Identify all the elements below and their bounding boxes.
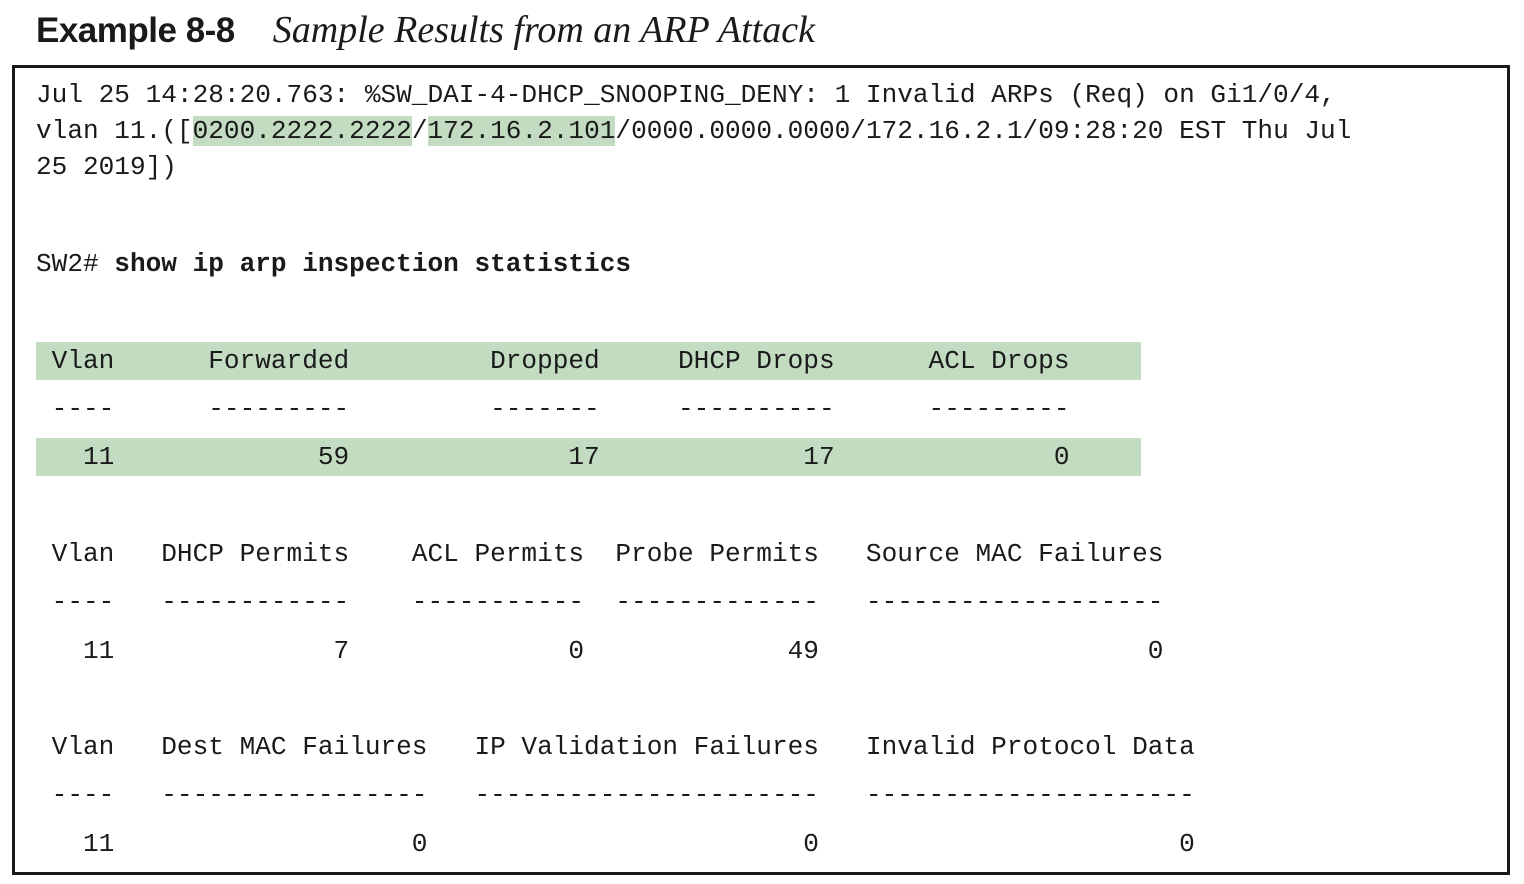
- log-line-1: Jul 25 14:28:20.763: %SW_DAI-4-DHCP_SNOO…: [36, 80, 1336, 110]
- table1-row-highlight: [36, 438, 1141, 476]
- log-line-2-suffix: /0000.0000.0000/172.16.2.1/09:28:20 EST …: [615, 116, 1352, 146]
- table1-row: 11 59 17 17 0: [36, 442, 1070, 472]
- command-line: SW2# show ip arp inspection statistics: [36, 245, 631, 283]
- log-line-3: 25 2019]): [36, 152, 177, 182]
- log-line-2-separator: /: [411, 116, 428, 146]
- table3-row: 11 0 0 0: [36, 829, 1195, 859]
- example-number: Example 8-8: [36, 11, 235, 50]
- highlighted-ip-address: 172.16.2.101: [427, 116, 616, 146]
- highlighted-mac-address: 0200.2222.2222: [192, 116, 412, 146]
- cli-command: show ip arp inspection statistics: [114, 249, 632, 279]
- table1-header-highlight: [36, 342, 1141, 380]
- table1-header: Vlan Forwarded Dropped DHCP Drops ACL Dr…: [36, 346, 1070, 376]
- cli-prompt: SW2#: [36, 249, 115, 279]
- log-line-2: vlan 11.([0200.2222.2222/172.16.2.101/00…: [36, 112, 1351, 150]
- example-caption: Example 8-8 Sample Results from an ARP A…: [36, 8, 815, 58]
- code-listing-box: [12, 65, 1510, 875]
- table3-header: Vlan Dest MAC Failures IP Validation Fai…: [36, 732, 1195, 762]
- table3-dashes: ---- ----------------- -----------------…: [36, 780, 1195, 810]
- table2-row: 11 7 0 49 0: [36, 636, 1164, 666]
- table2-header: Vlan DHCP Permits ACL Permits Probe Perm…: [36, 539, 1164, 569]
- example-title: Sample Results from an ARP Attack: [272, 9, 815, 51]
- log-line-2-prefix: vlan 11.([: [36, 116, 193, 146]
- table2-dashes: ---- ------------ ----------- ----------…: [36, 587, 1164, 617]
- table1-dashes: ---- --------- ------- ---------- ------…: [36, 394, 1070, 424]
